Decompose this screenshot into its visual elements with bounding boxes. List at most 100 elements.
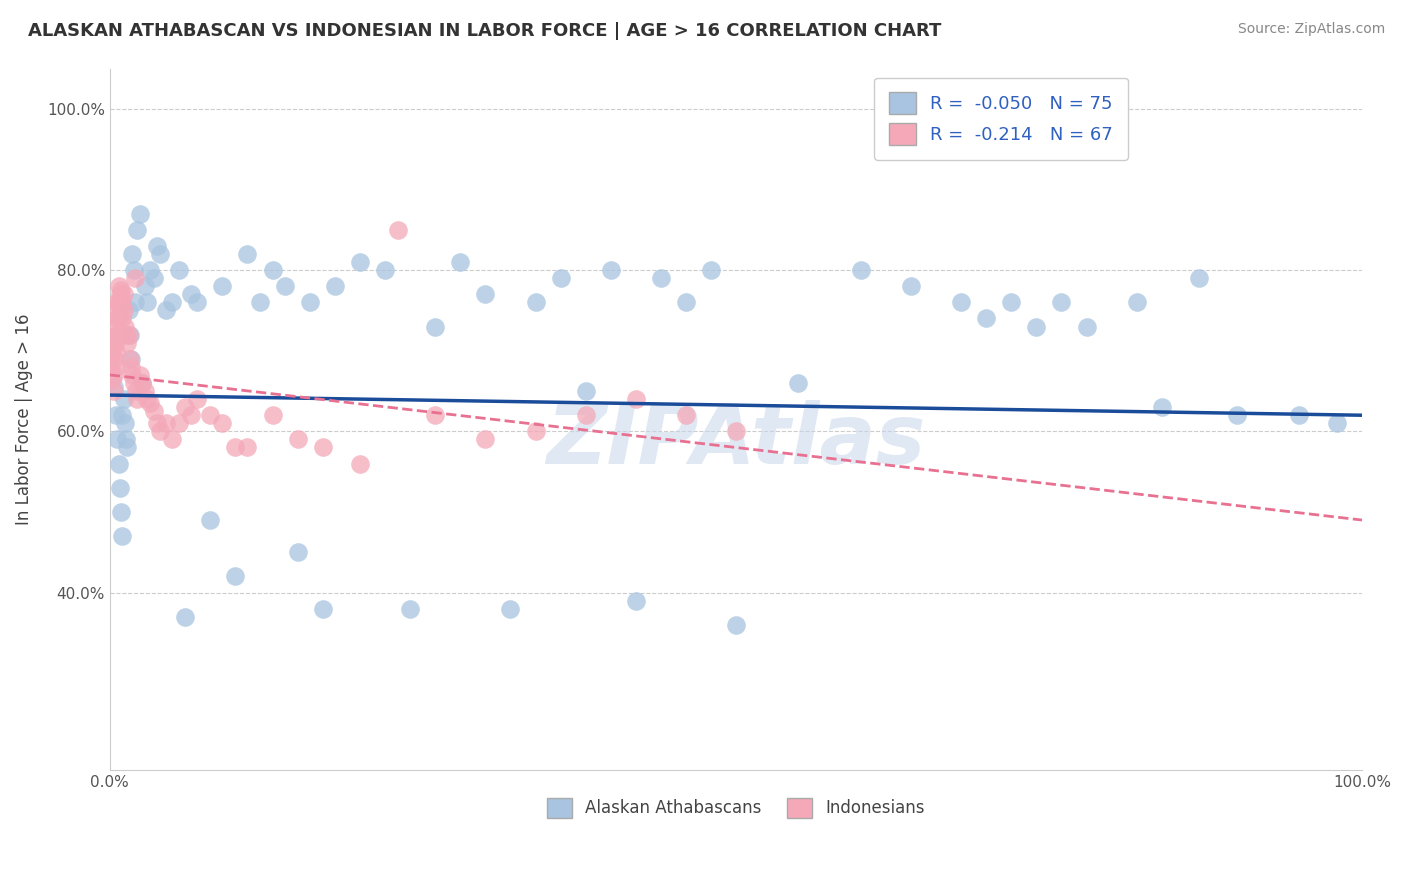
Point	[100, 359, 122, 374]
Point	[127, 392, 149, 406]
Point	[262, 263, 284, 277]
Point	[349, 457, 371, 471]
Point	[104, 319, 127, 334]
Point	[110, 299, 132, 313]
Point	[1050, 295, 1073, 310]
Point	[117, 441, 139, 455]
Point	[387, 223, 409, 237]
Point	[120, 359, 142, 374]
Y-axis label: In Labor Force | Age > 16: In Labor Force | Age > 16	[15, 313, 32, 525]
Point	[675, 409, 697, 423]
Point	[125, 384, 148, 398]
Point	[127, 223, 149, 237]
Point	[624, 593, 647, 607]
Point	[425, 319, 447, 334]
Text: ZIPAtlas: ZIPAtlas	[546, 400, 925, 481]
Point	[524, 425, 547, 439]
Point	[149, 247, 172, 261]
Point	[180, 409, 202, 423]
Point	[1000, 295, 1022, 310]
Point	[499, 601, 522, 615]
Point	[149, 425, 172, 439]
Point	[474, 433, 496, 447]
Point	[425, 409, 447, 423]
Point	[323, 279, 346, 293]
Point	[118, 351, 141, 366]
Point	[118, 327, 141, 342]
Point	[700, 263, 723, 277]
Point	[128, 368, 150, 382]
Point	[1288, 409, 1310, 423]
Point	[575, 384, 598, 398]
Point	[115, 433, 138, 447]
Point	[136, 295, 159, 310]
Point	[136, 392, 159, 406]
Point	[1326, 417, 1348, 431]
Point	[117, 327, 139, 342]
Text: ALASKAN ATHABASCAN VS INDONESIAN IN LABOR FORCE | AGE > 16 CORRELATION CHART: ALASKAN ATHABASCAN VS INDONESIAN IN LABO…	[28, 22, 942, 40]
Point	[287, 433, 309, 447]
Point	[139, 396, 162, 410]
Point	[105, 359, 128, 374]
Point	[105, 343, 128, 358]
Point	[287, 545, 309, 559]
Point	[162, 295, 184, 310]
Point	[111, 295, 134, 310]
Point	[104, 303, 127, 318]
Point	[142, 404, 165, 418]
Point	[167, 263, 190, 277]
Point	[155, 303, 177, 318]
Point	[108, 287, 131, 301]
Point	[103, 351, 125, 366]
Point	[103, 384, 125, 398]
Point	[107, 295, 129, 310]
Point	[142, 271, 165, 285]
Point	[122, 263, 145, 277]
Point	[146, 239, 169, 253]
Point	[146, 417, 169, 431]
Point	[650, 271, 672, 285]
Point	[262, 409, 284, 423]
Point	[112, 392, 135, 406]
Point	[374, 263, 396, 277]
Point	[107, 311, 129, 326]
Point	[1226, 409, 1249, 423]
Point	[167, 417, 190, 431]
Point	[1025, 319, 1047, 334]
Point	[114, 417, 136, 431]
Point	[131, 376, 153, 390]
Point	[599, 263, 621, 277]
Point	[108, 299, 131, 313]
Point	[162, 433, 184, 447]
Point	[105, 327, 128, 342]
Point	[236, 247, 259, 261]
Point	[111, 409, 134, 423]
Point	[107, 279, 129, 293]
Point	[224, 441, 246, 455]
Point	[724, 618, 747, 632]
Point	[299, 295, 322, 310]
Point	[976, 311, 998, 326]
Point	[122, 376, 145, 390]
Point	[117, 303, 139, 318]
Point	[105, 433, 128, 447]
Point	[524, 295, 547, 310]
Point	[550, 271, 572, 285]
Point	[139, 263, 162, 277]
Point	[173, 609, 195, 624]
Point	[675, 295, 697, 310]
Point	[124, 271, 146, 285]
Point	[105, 295, 128, 310]
Point	[112, 287, 135, 301]
Point	[849, 263, 872, 277]
Point	[950, 295, 973, 310]
Point	[108, 481, 131, 495]
Point	[105, 409, 128, 423]
Point	[110, 283, 132, 297]
Point	[105, 327, 128, 342]
Point	[107, 457, 129, 471]
Point	[121, 368, 143, 382]
Point	[349, 255, 371, 269]
Point	[112, 303, 135, 318]
Point	[274, 279, 297, 293]
